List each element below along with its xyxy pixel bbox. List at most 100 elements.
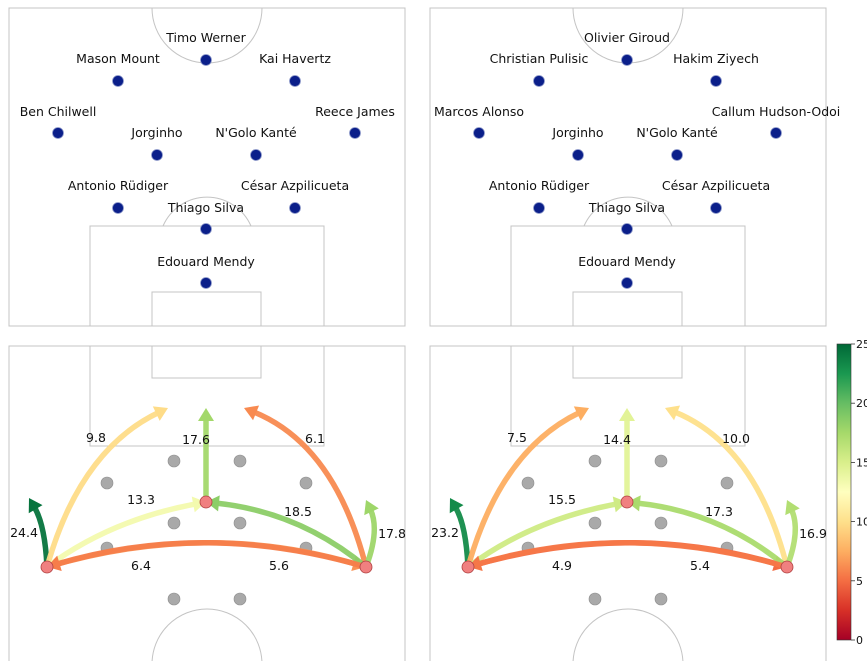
flow-arrow (673, 409, 790, 568)
flow-arrowhead (785, 500, 800, 516)
player-marker (200, 277, 212, 289)
player-name: Jorginho (130, 125, 182, 140)
flow-value-label: 10.0 (722, 431, 750, 446)
flow-value-label: 23.2 (431, 525, 459, 540)
colorbar-gradient (836, 343, 852, 641)
flow-node (780, 560, 794, 574)
flow-node (461, 560, 475, 574)
player-position-dot (167, 516, 181, 530)
player-name: N'Golo Kanté (215, 125, 297, 140)
player-name: César Azpilicueta (662, 178, 770, 193)
flow-value-label: 16.9 (799, 526, 827, 541)
player-position-dot (167, 592, 181, 606)
flow-arrowhead (28, 498, 43, 514)
player-name: N'Golo Kanté (636, 125, 718, 140)
flow-value-label: 4.9 (552, 558, 572, 573)
player-position-dot (100, 476, 114, 490)
flow-value-label: 6.4 (131, 558, 151, 573)
colorbar-tick-label: 15 (856, 456, 867, 469)
player-position-dot (588, 516, 602, 530)
player-marker (621, 54, 633, 66)
lineup-2-players: Olivier Giroud Christian Pulisic Hakim Ziy… (434, 30, 840, 289)
flow-arrowhead (612, 496, 627, 513)
flow-arrow (637, 500, 789, 570)
player-name: Christian Pulisic (490, 51, 589, 66)
flow-arrow (466, 501, 618, 570)
colorbar-tick-label: 10 (856, 516, 867, 529)
flow-value-label: 24.4 (10, 525, 38, 540)
player-name: Jorginho (551, 125, 603, 140)
player-marker (710, 202, 722, 214)
flow-arrowhead (449, 498, 464, 514)
player-position-dot (654, 454, 668, 468)
colorbar-tick-label: 5 (856, 575, 863, 588)
flow-node (199, 495, 213, 509)
player-marker (770, 127, 782, 139)
player-marker (533, 75, 545, 87)
player-name: Timo Werner (165, 30, 246, 45)
player-marker (289, 202, 301, 214)
player-position-dot (521, 476, 535, 490)
flow-arrowhead (364, 500, 379, 516)
player-name: Marcos Alonso (434, 104, 524, 119)
player-name: Edouard Mendy (157, 254, 255, 269)
player-marker (533, 202, 545, 214)
player-position-dot (654, 592, 668, 606)
flow-value-label: 7.5 (507, 430, 527, 445)
flow-arrowhead (191, 496, 206, 513)
player-marker (112, 75, 124, 87)
player-name: Edouard Mendy (578, 254, 676, 269)
player-position-dot (720, 476, 734, 490)
flow-arrow (45, 501, 197, 570)
flow-arrow (784, 508, 799, 568)
flow-arrowhead (152, 406, 168, 421)
flow-node (620, 495, 634, 509)
player-marker (200, 54, 212, 66)
lineup-pitch-1 (8, 7, 406, 327)
player-position-dot (233, 592, 247, 606)
flow-value-label: 14.4 (603, 432, 631, 447)
flow-arrow (465, 409, 581, 568)
player-name: Ben Chilwell (20, 104, 97, 119)
player-name: Hakim Ziyech (673, 51, 759, 66)
flow-arrow (216, 500, 368, 570)
player-marker (710, 75, 722, 87)
player-marker (151, 149, 163, 161)
flow-arrow (477, 540, 788, 570)
player-marker (289, 75, 301, 87)
lineup-1-players: Timo Werner Mason Mount Kai Havertz Ben Chi… (20, 30, 395, 289)
player-marker (621, 223, 633, 235)
flow-value-label: 18.5 (284, 504, 312, 519)
flow-value-label: 17.6 (182, 432, 210, 447)
flow-arrowhead (627, 495, 641, 512)
player-position-dot (233, 454, 247, 468)
flow-node (40, 560, 54, 574)
player-position-dot (588, 592, 602, 606)
flow-arrow (44, 409, 160, 568)
player-marker (250, 149, 262, 161)
player-name: Antonio Rüdiger (68, 178, 169, 193)
player-name: Callum Hudson-Odoi (712, 104, 841, 119)
flow-arrowhead (206, 495, 220, 512)
player-name: Mason Mount (76, 51, 160, 66)
flow-value-label: 5.4 (690, 558, 710, 573)
flow-chart-1: 24.4 9.8 13.3 6.4 17.6 6.1 18.5 5.6 17.8 (10, 405, 406, 606)
colorbar: 0 5 10 15 20 25 (836, 338, 867, 647)
flow-arrowhead (244, 405, 260, 421)
player-marker (572, 149, 584, 161)
flow-arrowhead (573, 406, 589, 421)
player-position-dot (588, 454, 602, 468)
flow-arrowhead (198, 408, 214, 421)
player-marker (52, 127, 64, 139)
player-name: César Azpilicueta (241, 178, 349, 193)
player-name: Olivier Giroud (584, 30, 670, 45)
flow-value-label: 6.1 (305, 431, 325, 446)
player-position-dot (654, 516, 668, 530)
flow-value-label: 9.8 (86, 430, 106, 445)
flow-value-label: 17.8 (378, 526, 406, 541)
player-name: Kai Havertz (259, 51, 331, 66)
player-name: Reece James (315, 104, 395, 119)
player-name: Thiago Silva (167, 200, 244, 215)
player-position-dot (299, 476, 313, 490)
